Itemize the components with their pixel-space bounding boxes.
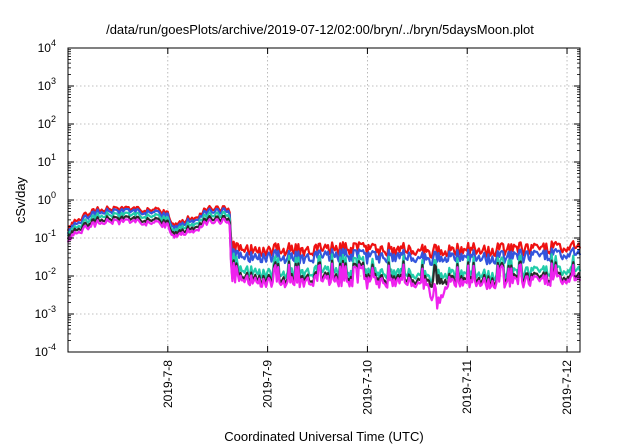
y-tick-label: 10-4 [35, 342, 56, 359]
y-tick-label: 10-2 [35, 266, 56, 283]
series-line-4 [66, 217, 582, 310]
chart-title: /data/run/goesPlots/archive/2019-07-12/0… [106, 22, 534, 37]
y-tick-label: 101 [38, 152, 56, 169]
y-tick-label: 103 [38, 76, 56, 93]
y-tick-label: 102 [38, 114, 56, 131]
series-line-1 [66, 207, 582, 267]
grid-lines [68, 47, 580, 353]
x-tick-label: 2019-7-10 [360, 360, 374, 415]
series-line-3 [66, 215, 582, 288]
x-tick-label: 2019-7-9 [261, 360, 275, 408]
x-axis: 2019-7-8 2019-7-9 2019-7-10 2019-7-11 2019-7… [161, 48, 574, 415]
y-axis-label: cSv/day [13, 176, 28, 223]
y-tick-label: 10-1 [35, 228, 56, 245]
x-axis-label: Coordinated Universal Time (UTC) [224, 429, 423, 444]
y-tick-label: 10-3 [35, 304, 56, 321]
y-axis: 10-4 10-3 10-2 10-1 100 101 102 103 104 [35, 38, 580, 359]
x-tick-label: 2019-7-12 [560, 360, 574, 415]
x-tick-label: 2019-7-11 [460, 360, 474, 414]
series-line-2 [66, 211, 582, 283]
y-tick-label: 100 [38, 190, 56, 207]
series-line-0 [66, 204, 582, 259]
x-tick-label: 2019-7-8 [161, 360, 175, 408]
series-layer [66, 204, 582, 310]
y-tick-label: 104 [38, 38, 56, 55]
